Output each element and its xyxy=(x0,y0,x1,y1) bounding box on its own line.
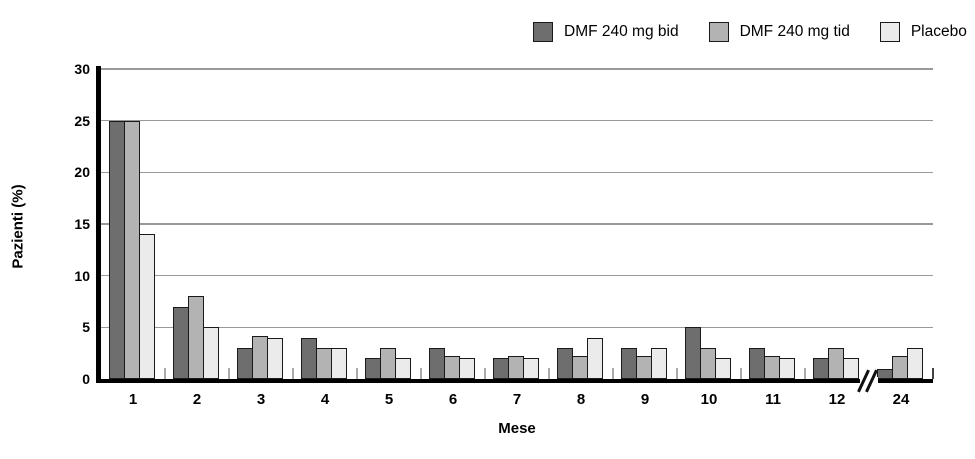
x-tick-label-10: 10 xyxy=(700,391,718,408)
y-tick-label-5: 5 xyxy=(82,319,90,336)
bar-month-12-series-2 xyxy=(828,348,844,379)
x-tick-label-6: 6 xyxy=(448,391,458,408)
bar-month-12-series-1 xyxy=(813,358,829,379)
bar-month-9-series-2 xyxy=(636,356,652,379)
bar-month-4-series-2 xyxy=(316,348,332,379)
bar-month-8-series-3 xyxy=(587,337,603,379)
y-axis-title: Pazienti (%) xyxy=(9,184,27,269)
bar-month-2-series-1 xyxy=(173,306,189,379)
x-tick-label-9: 9 xyxy=(640,391,650,408)
legend-swatch-icon xyxy=(708,22,729,42)
x-tick-label-24: 24 xyxy=(892,391,910,408)
gridline-5 xyxy=(101,326,933,329)
x-minor-tick xyxy=(804,368,806,379)
bar-month-7-series-1 xyxy=(493,358,509,379)
x-tick-label-4: 4 xyxy=(320,391,330,408)
legend-item-1: DMF 240 mg bid xyxy=(533,22,679,42)
x-minor-tick xyxy=(228,368,230,379)
x-minor-tick xyxy=(420,368,422,379)
bar-month-8-series-1 xyxy=(557,348,573,379)
bar-month-6-series-1 xyxy=(429,348,445,379)
x-tick-label-2: 2 xyxy=(192,391,202,408)
bar-month-10-series-2 xyxy=(700,348,716,379)
bar-month-9-series-3 xyxy=(651,348,667,379)
y-tick-label-10: 10 xyxy=(74,267,90,284)
y-tick-label-25: 25 xyxy=(74,112,90,129)
bar-month-7-series-2 xyxy=(508,356,524,379)
x-minor-tick xyxy=(484,368,486,379)
x-minor-tick xyxy=(676,368,678,379)
bar-month-7-series-3 xyxy=(523,358,539,379)
bar-month-8-series-2 xyxy=(572,356,588,379)
gridline-30 xyxy=(101,68,933,70)
gridline-10 xyxy=(101,274,933,277)
x-minor-tick xyxy=(548,368,550,379)
x-tick-label-7: 7 xyxy=(512,391,522,408)
gridline-15 xyxy=(101,223,933,225)
bar-month-1-series-2 xyxy=(124,120,140,379)
legend-label: Placebo xyxy=(910,23,967,41)
bar-month-11-series-3 xyxy=(779,358,795,379)
bar-month-1-series-1 xyxy=(109,120,125,379)
bar-month-9-series-1 xyxy=(621,348,637,379)
bar-month-3-series-3 xyxy=(267,337,283,379)
bar-month-4-series-3 xyxy=(331,348,347,379)
x-axis-title: Mese xyxy=(498,420,536,437)
gridline-20 xyxy=(101,171,933,174)
x-tick-label-5: 5 xyxy=(384,391,394,408)
bar-month-3-series-2 xyxy=(252,335,268,379)
bar-month-24-series-3 xyxy=(907,348,923,379)
x-minor-tick xyxy=(356,368,358,379)
bar-month-10-series-3 xyxy=(715,358,731,379)
y-tick-label-20: 20 xyxy=(74,164,90,181)
bar-month-1-series-3 xyxy=(139,234,155,379)
x-tick-label-12: 12 xyxy=(828,391,846,408)
legend-label: DMF 240 mg bid xyxy=(564,23,679,41)
legend-swatch-icon xyxy=(533,22,553,42)
bar-month-5-series-3 xyxy=(395,358,411,379)
bar-month-6-series-3 xyxy=(459,358,475,379)
bar-month-5-series-2 xyxy=(380,348,396,379)
y-tick-label-15: 15 xyxy=(74,216,90,232)
bar-month-11-series-1 xyxy=(749,348,765,379)
bar-month-5-series-1 xyxy=(365,358,381,379)
bar-month-3-series-1 xyxy=(237,348,253,379)
x-minor-tick xyxy=(612,368,614,379)
bar-month-24-series-2 xyxy=(892,356,908,379)
x-tick-label-8: 8 xyxy=(576,391,586,408)
bar-month-10-series-1 xyxy=(685,327,701,379)
y-tick-label-30: 30 xyxy=(74,61,90,77)
legend-item-2: DMF 240 mg tid xyxy=(708,22,850,42)
legend-item-3: Placebo xyxy=(879,22,967,42)
bar-month-11-series-2 xyxy=(764,356,780,379)
bar-month-2-series-3 xyxy=(203,327,219,379)
legend-swatch-icon xyxy=(879,22,900,42)
x-axis-line xyxy=(96,379,933,383)
legend: DMF 240 mg bid DMF 240 mg tid Placebo xyxy=(533,22,967,42)
y-tick-label-0: 0 xyxy=(82,371,90,387)
x-tick-label-1: 1 xyxy=(128,391,138,408)
gridline-25 xyxy=(101,119,933,122)
x-tick-label-3: 3 xyxy=(256,391,266,408)
y-axis-line xyxy=(96,66,101,383)
x-minor-tick xyxy=(164,368,166,379)
bar-month-2-series-2 xyxy=(188,296,204,379)
x-tick-label-11: 11 xyxy=(765,391,781,408)
bar-month-24-series-1 xyxy=(877,368,893,379)
x-minor-tick xyxy=(292,368,294,379)
legend-label: DMF 240 mg tid xyxy=(739,23,850,41)
bar-month-6-series-2 xyxy=(444,356,460,379)
x-minor-tick xyxy=(740,368,742,379)
bar-month-12-series-3 xyxy=(843,358,859,379)
bar-month-4-series-1 xyxy=(301,337,317,379)
x-minor-tick xyxy=(932,368,934,379)
